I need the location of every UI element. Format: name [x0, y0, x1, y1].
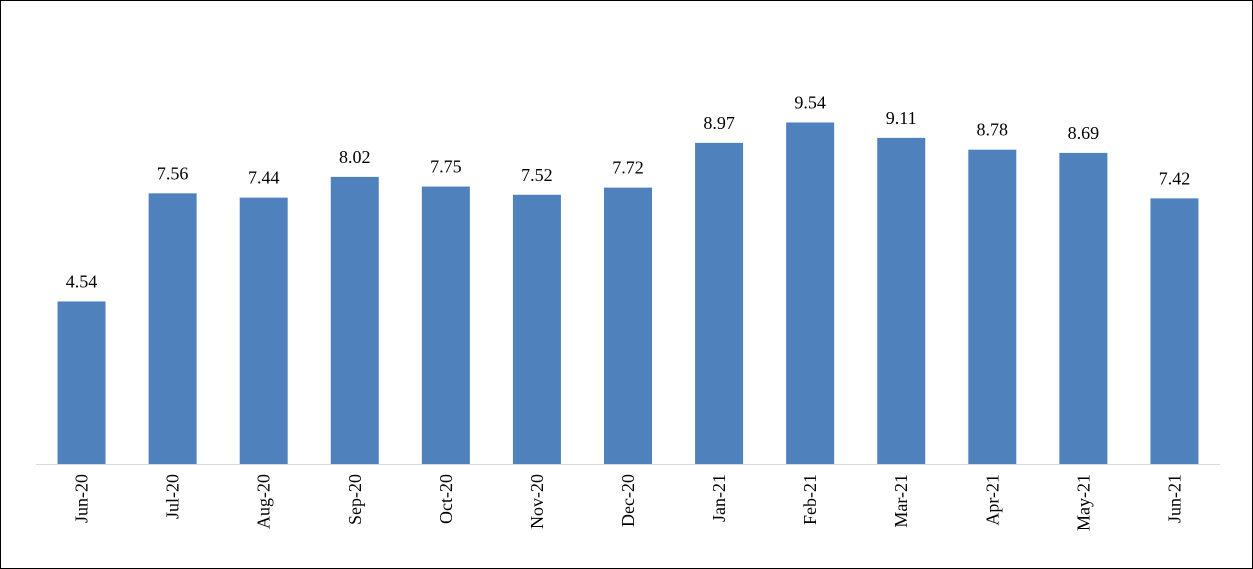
data-label: 7.42: [1159, 168, 1191, 188]
bar: [421, 186, 470, 465]
x-tick-label: Jun-21: [1164, 474, 1184, 523]
bar: [330, 176, 379, 464]
bar: [604, 187, 652, 464]
x-tick-label: Oct-20: [436, 474, 456, 524]
data-label: 7.52: [521, 165, 553, 185]
x-tick-label: Aug-20: [254, 474, 274, 529]
x-tick-label: Nov-20: [527, 474, 547, 529]
x-tick-label: Sep-20: [345, 474, 365, 525]
data-label: 8.02: [339, 147, 371, 167]
bar: [1059, 152, 1108, 464]
x-tick-label: Jan-21: [709, 474, 729, 522]
bar: [968, 149, 1017, 464]
bar: [57, 301, 106, 464]
data-label: 4.54: [66, 271, 98, 291]
data-label: 8.78: [977, 120, 1009, 140]
bar: [512, 194, 561, 464]
x-tick-label: Feb-21: [800, 474, 820, 525]
x-tick-label: Jun-20: [72, 474, 92, 523]
bar: [695, 142, 744, 464]
bar: [148, 193, 197, 465]
x-tick-label: Apr-21: [982, 474, 1002, 526]
bar: [877, 137, 926, 464]
bar: [786, 122, 835, 464]
data-label: 7.56: [157, 163, 189, 183]
x-tick-label: May-21: [1073, 474, 1093, 531]
bar: [1150, 198, 1199, 464]
data-label: 7.75: [430, 157, 462, 177]
data-label: 7.44: [248, 168, 280, 188]
data-label: 9.54: [794, 92, 826, 112]
data-label: 9.11: [886, 108, 917, 128]
bar: [239, 197, 288, 464]
data-label: 8.97: [703, 113, 735, 133]
data-label: 7.72: [612, 158, 644, 178]
data-label: 8.69: [1068, 123, 1100, 143]
x-tick-label: Mar-21: [891, 474, 911, 528]
x-tick-label: Dec-20: [618, 474, 638, 527]
x-tick-label: Jul-20: [163, 474, 183, 519]
